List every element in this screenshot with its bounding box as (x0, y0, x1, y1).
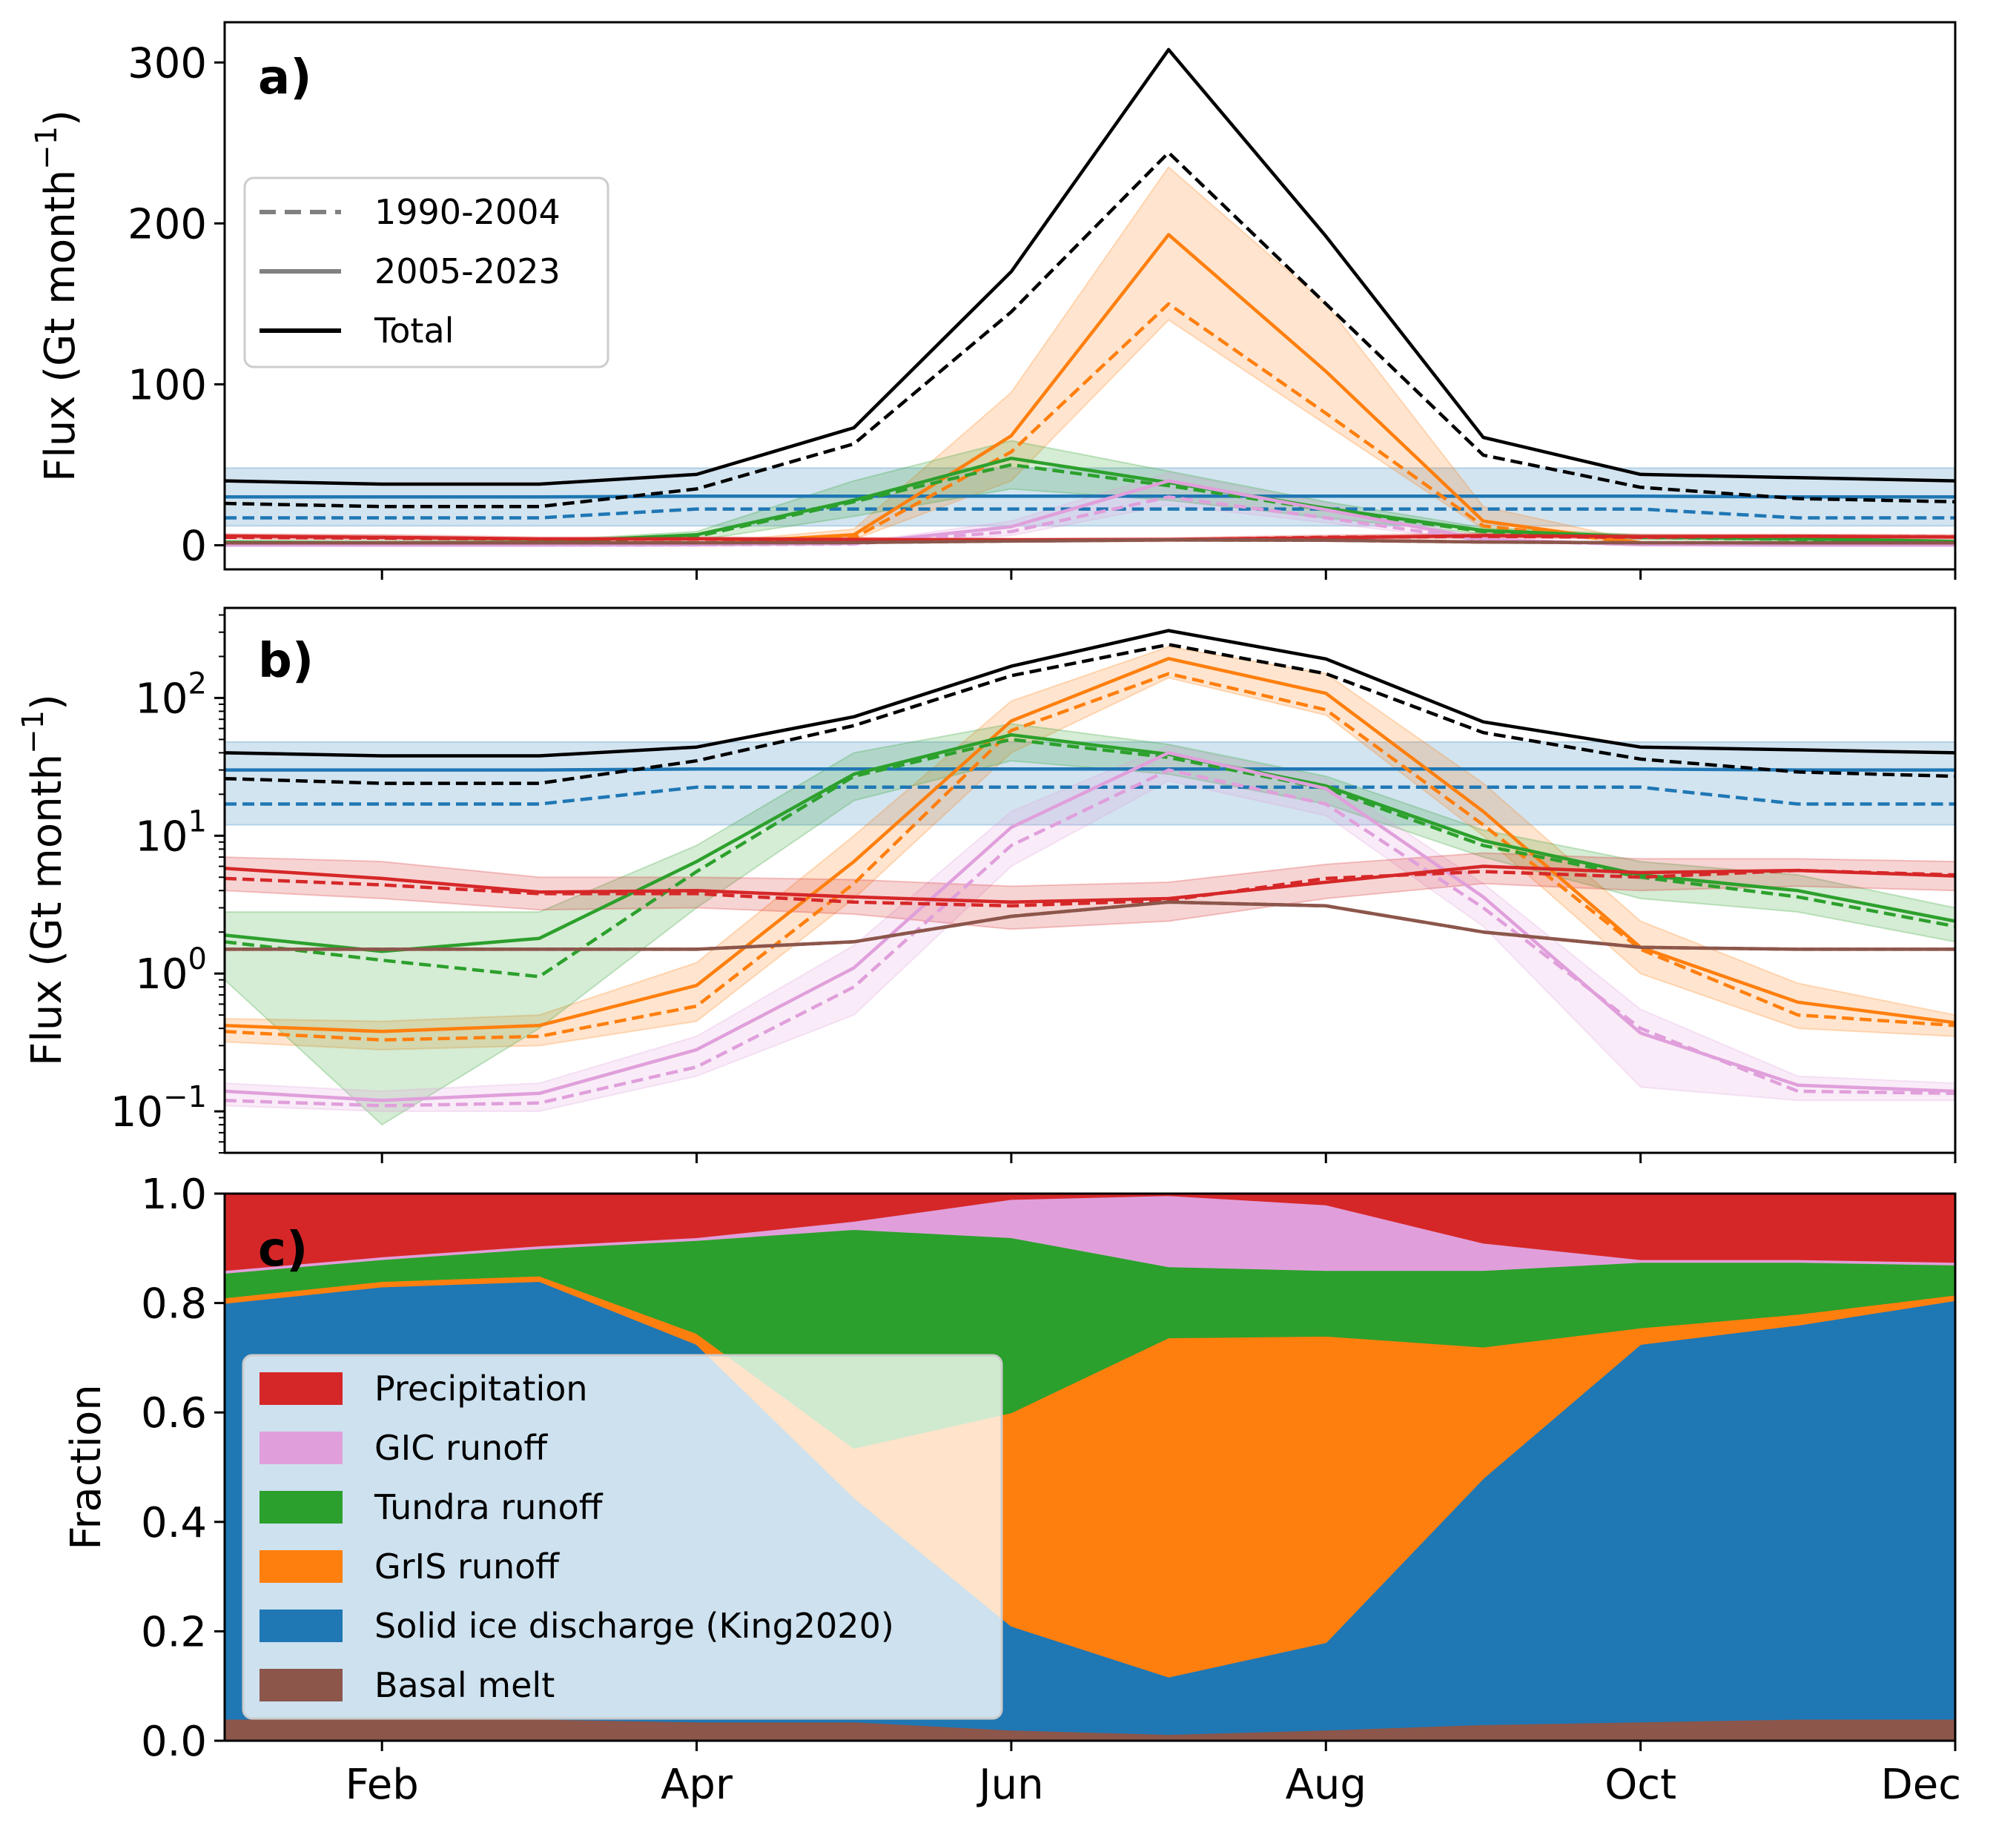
line-early-total (225, 643, 1955, 785)
panel-c-label: c) (258, 1223, 308, 1277)
ytick-label: 10−1 (110, 1080, 207, 1137)
panel-c-legend: Precipitation GIC runoff Tundra runoff GrIS… (242, 1354, 1003, 1720)
legend-swatch-gris-runoff (260, 1550, 343, 1583)
ytick-label: 1.0 (141, 1171, 207, 1219)
xtick-label: Oct (1604, 1761, 1676, 1809)
ytick-label: 0 (180, 522, 207, 570)
legend-label-total: Total (374, 311, 454, 351)
band-solid-ice-discharge-king2020 (225, 741, 1955, 826)
line-late-precipitation (225, 864, 1955, 904)
band-gic-runoff (225, 744, 1955, 1112)
area-precipitation (225, 1194, 1955, 1271)
panel-b-frame (223, 606, 1957, 1154)
panel-a-ylabel: Flux (Gt month−1) (30, 110, 85, 482)
ytick-label: 200 (128, 200, 207, 248)
panel-a-frame (223, 21, 1957, 571)
panel-a-label: a) (258, 50, 311, 105)
line-late-basal-melt (225, 538, 1955, 545)
line-early-solid-ice-discharge-king2020 (225, 507, 1955, 520)
panel-b-ylabel: Flux (Gt month−1) (16, 694, 71, 1066)
ytick-label: 300 (128, 39, 207, 87)
legend-label-gris-runoff: GrIS runoff (374, 1547, 560, 1587)
line-late-gic-runoff (225, 751, 1955, 1102)
legend-swatch-solid-ice-discharge-king2020 (260, 1610, 343, 1642)
ytick-label: 100 (128, 361, 207, 409)
ytick-label: 101 (135, 804, 207, 861)
line-late-solid-ice-discharge-king2020 (225, 494, 1955, 499)
legend-label-basal-melt: Basal melt (374, 1665, 555, 1705)
ytick-label: 0.4 (141, 1499, 207, 1547)
line-late-gris-runoff (225, 657, 1955, 1033)
legend-swatch-gic-runoff (260, 1432, 343, 1464)
legend-label-2005-2023: 2005-2023 (374, 251, 561, 291)
line-early-solid-ice-discharge-king2020 (225, 785, 1955, 806)
line-late-gic-runoff (225, 479, 1955, 547)
panel-a-legend: 1990-2004 2005-2023 Total (243, 176, 609, 368)
xtick-label: Feb (346, 1761, 419, 1809)
panel-b: 10−1 100 101 102 Flux (Gt month−1) b) (16, 606, 1957, 1163)
legend-label-gic-runoff: GIC runoff (374, 1428, 548, 1468)
legend-swatch-tundra-runoff (260, 1491, 343, 1524)
xtick-label: Aug (1286, 1761, 1366, 1809)
xtick-label: Jun (976, 1761, 1044, 1809)
legend-label-solid-ice-discharge-king2020: Solid ice discharge (King2020) (374, 1606, 894, 1646)
ytick-label: 0.8 (141, 1280, 207, 1329)
line-late-total (225, 629, 1955, 758)
legend-swatch-precipitation (260, 1372, 343, 1405)
ytick-label: 102 (135, 666, 207, 723)
line-early-gris-runoff (225, 672, 1955, 1042)
panel-c-frame (223, 1192, 1957, 1742)
panel-b-label: b) (258, 634, 314, 689)
panel-c-ylabel: Fraction (62, 1384, 110, 1550)
ytick-label: 0.0 (141, 1718, 207, 1766)
line-early-total (225, 150, 1955, 509)
line-late-solid-ice-discharge-king2020 (225, 767, 1955, 772)
legend-label-tundra-runoff: Tundra runoff (374, 1487, 604, 1527)
panel-c: 0.0 0.2 0.4 0.6 0.8 1.0 Feb Apr Jun Aug Oct Dec Fr… (62, 1171, 1961, 1809)
legend-swatch-basal-melt (260, 1669, 343, 1701)
line-early-tundra-runoff (225, 738, 1955, 979)
panel-a: 0 100 200 300 Flux (Gt month−1) a) 1990-200… (30, 21, 1957, 580)
xtick-label: Apr (661, 1761, 733, 1809)
line-late-total (225, 47, 1955, 486)
legend-label-1990-2004: 1990-2004 (374, 192, 561, 232)
ytick-label: 0.6 (141, 1389, 207, 1438)
line-late-basal-melt (225, 900, 1955, 951)
legend-label-precipitation: Precipitation (374, 1369, 588, 1409)
ytick-label: 0.2 (141, 1608, 207, 1656)
xtick-label: Dec (1881, 1761, 1961, 1809)
ytick-label: 100 (135, 942, 207, 999)
line-early-precipitation (225, 868, 1955, 908)
line-early-gic-runoff (225, 768, 1955, 1108)
